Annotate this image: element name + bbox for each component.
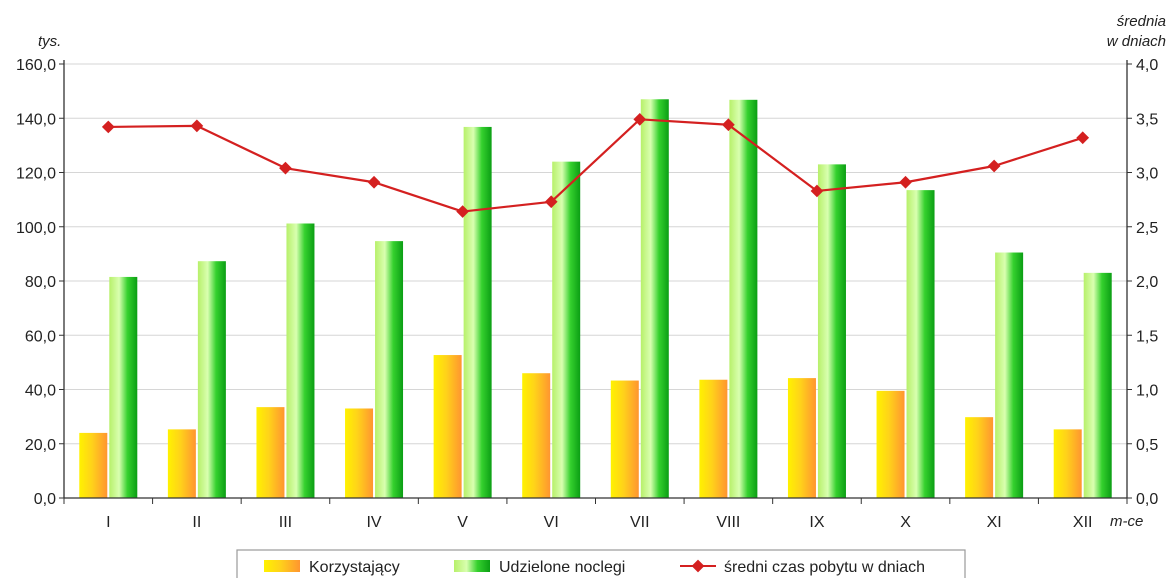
y-right-tick-label-0: 0,0 [1136,491,1158,508]
y-right-tick-label-6: 3,0 [1136,166,1158,183]
bar-udzielone-noclegi-IV [375,241,404,498]
y-left-unit-label: tys. [38,33,61,50]
y-right-tick-label-8: 4,0 [1136,57,1158,74]
x-tick-label-XI: XI [987,514,1002,531]
line-point-II [190,119,204,133]
x-tick-label-V: V [457,514,468,531]
legend: Korzystający Udzielone noclegi średni cz… [236,549,966,578]
y-right-tick-label-4: 2,0 [1136,274,1158,291]
bar-udzielone-noclegi-VI [552,161,581,498]
bar-korzystajacy-XII [1053,429,1082,498]
legend-label-korzystajacy: Korzystający [309,559,400,576]
bar-udzielone-noclegi-XI [995,252,1024,498]
bar-korzystajacy-V [433,355,462,498]
x-tick-label-III: III [279,514,292,531]
x-tick-label-VII: VII [630,514,650,531]
bar-korzystajacy-XI [965,417,994,498]
y-right-tick-label-3: 1,5 [1136,328,1158,345]
y-right-tick-label-2: 1,0 [1136,383,1158,400]
line-point-XI [987,159,1001,173]
y-right-unit-label-line1: średnia [1117,13,1166,30]
bar-udzielone-noclegi-VII [640,99,669,498]
line-point-X [899,175,912,189]
bar-korzystajacy-I [79,432,108,498]
line-sredni-czas-pobytu [108,118,1084,213]
bar-korzystajacy-III [256,407,285,498]
bar-udzielone-noclegi-I [109,276,138,498]
axes [59,60,1132,504]
y-right-unit-label-line2: w dniach [1107,33,1166,50]
x-tick-label-IX: IX [809,514,824,531]
line-point-IV [367,175,381,189]
average-stay-line [101,112,1090,218]
x-tick-label-I: I [106,514,110,531]
bar-udzielone-noclegi-XII [1083,272,1112,498]
x-tick-label-II: II [192,514,201,531]
bar-korzystajacy-X [876,390,905,498]
bar-korzystajacy-IV [345,408,374,498]
y-left-tick-label-5: 100,0 [16,220,56,237]
bar-udzielone-noclegi-IX [817,164,846,499]
y-right-tick-label-5: 2,5 [1136,220,1158,237]
y-left-tick-label-4: 80,0 [25,274,56,291]
y-left-tick-label-8: 160,0 [16,57,56,74]
bar-udzielone-noclegi-III [286,223,315,498]
x-unit-label: m-ce [1110,513,1143,530]
legend-swatch-udzielone-noclegi [454,560,490,572]
line-point-XII [1076,131,1090,145]
x-tick-label-VI: VI [544,514,559,531]
bar-korzystajacy-IX [787,378,816,498]
y-right-tick-label-1: 0,5 [1136,437,1158,454]
bar-korzystajacy-VII [610,380,639,498]
x-tick-label-IV: IV [366,514,381,531]
y-left-tick-label-3: 60,0 [25,328,56,345]
x-tick-label-XII: XII [1073,514,1093,531]
line-point-I [101,120,115,134]
y-left-tick-label-1: 20,0 [25,437,56,454]
bar-korzystajacy-VI [522,373,551,498]
gridlines [64,63,1127,445]
y-left-tick-label-0: 0,0 [34,491,56,508]
bar-korzystajacy-VIII [699,379,728,498]
bar-udzielone-noclegi-VIII [729,99,758,499]
y-left-tick-label-7: 140,0 [16,111,56,128]
line-point-V [456,205,469,218]
legend-swatch-korzystajacy [264,560,300,572]
bar-udzielone-noclegi-II [197,261,226,498]
x-tick-label-X: X [900,514,911,531]
y-left-tick-label-6: 120,0 [16,166,56,183]
bars [79,99,1112,499]
bar-udzielone-noclegi-X [906,190,935,498]
bar-udzielone-noclegi-V [463,126,492,499]
y-right-tick-label-7: 3,5 [1136,111,1158,128]
y-left-tick-label-2: 40,0 [25,383,56,400]
bar-korzystajacy-II [167,429,196,498]
x-tick-label-VIII: VIII [716,514,740,531]
line-point-III [279,161,292,175]
legend-label-sredni-czas: średni czas pobytu w dniach [724,559,925,576]
tick-labels: 0,0 20,0 40,0 60,0 80,0 100,0 120,0 140,0 160,0 0… [16,57,1158,531]
legend-label-udzielone-noclegi: Udzielone noclegi [499,559,625,576]
legend-frame [236,549,966,578]
